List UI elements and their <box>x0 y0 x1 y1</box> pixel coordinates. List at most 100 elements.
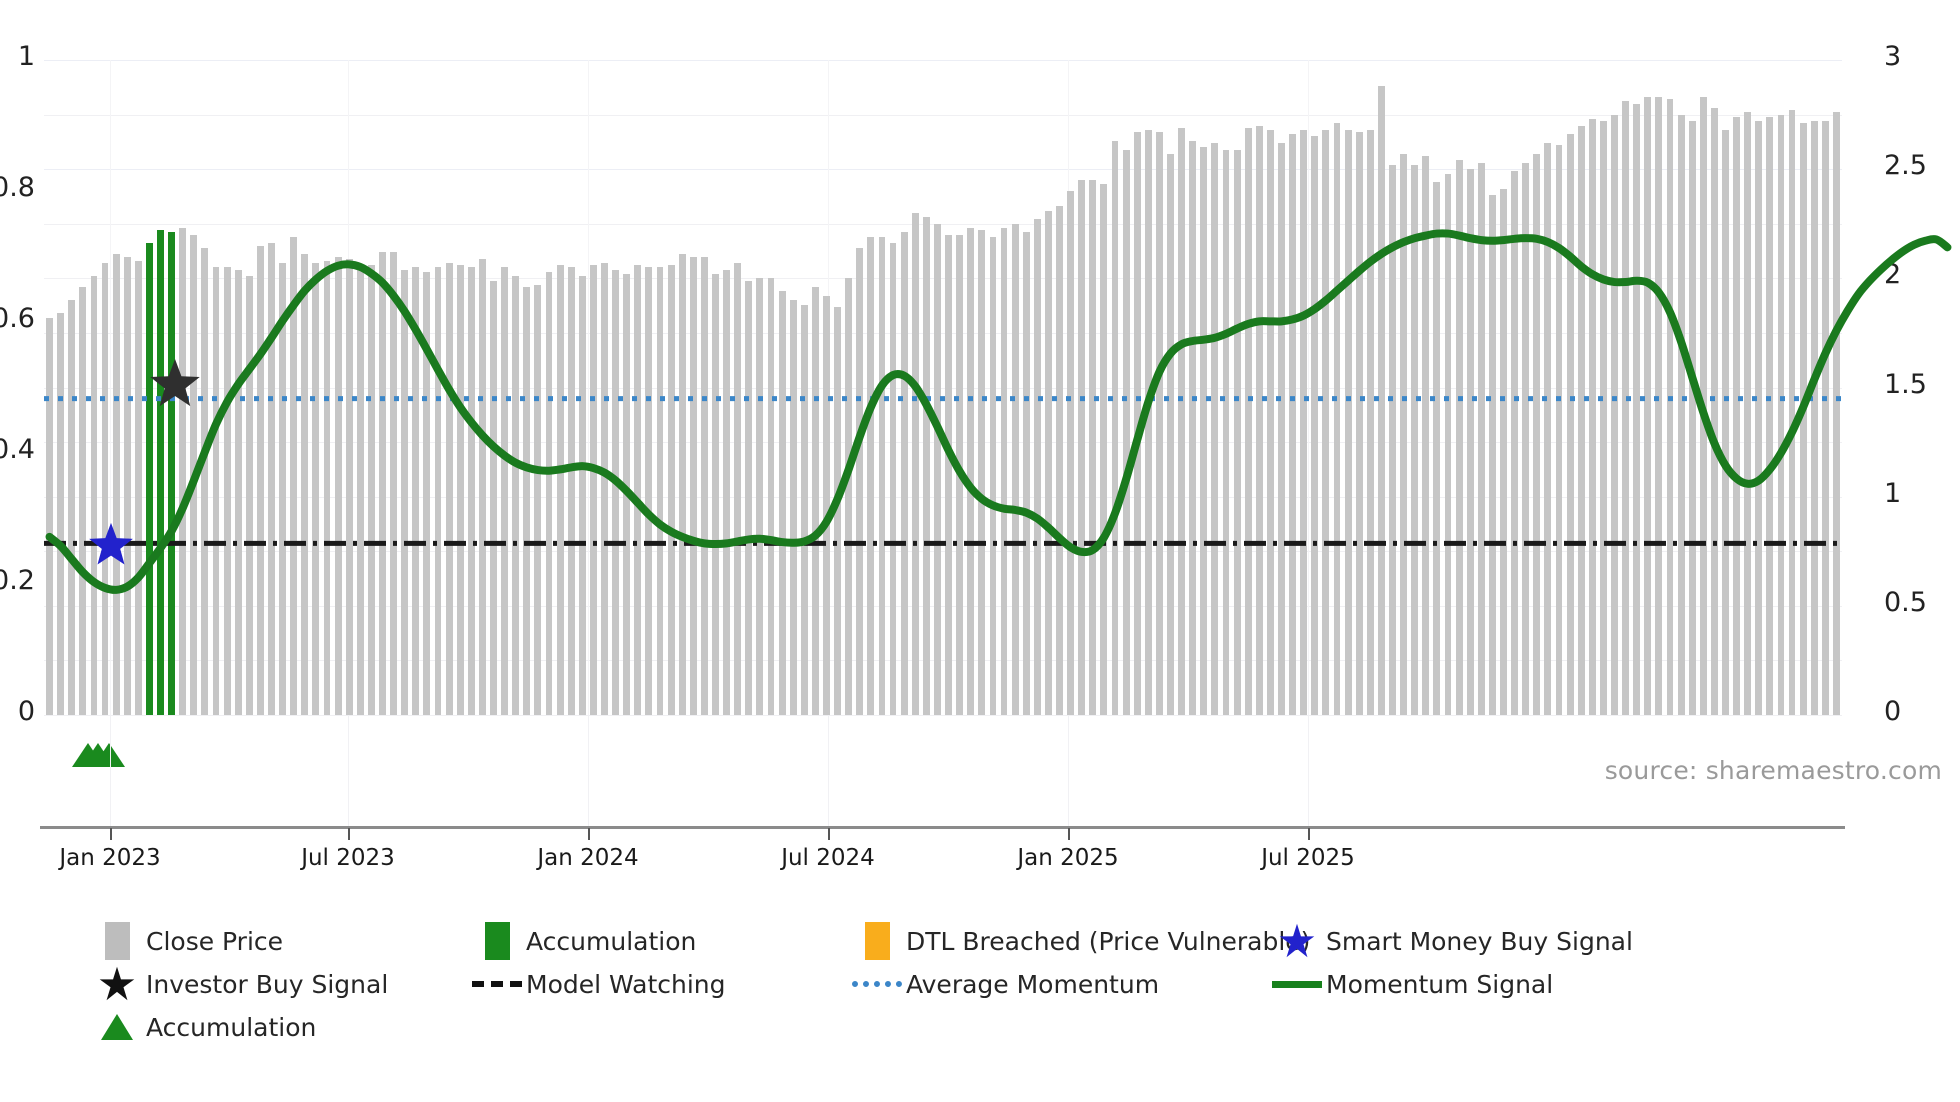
vertical-gridline-extension <box>588 715 589 826</box>
close-price-bar <box>1355 132 1363 715</box>
close-price-bar <box>1266 129 1274 715</box>
legend-item[interactable]: DTL Breached (Price Vulnerable) <box>848 922 1310 960</box>
close-price-bar <box>889 243 897 715</box>
close-price-bar <box>1167 153 1174 715</box>
close-price-bar <box>1067 191 1075 715</box>
legend-label: Model Watching <box>526 969 726 999</box>
close-price-bar <box>1311 136 1319 715</box>
close-price-bar <box>789 300 797 715</box>
investor-buy-signal-marker <box>149 358 201 414</box>
x-tick-label: Jul 2025 <box>1261 845 1355 871</box>
close-price-bar <box>700 256 708 715</box>
legend-item[interactable]: Model Watching <box>468 965 726 1003</box>
legend-label: Accumulation <box>146 1012 317 1042</box>
accumulation-bar <box>168 232 176 715</box>
x-tick-label: Jan 2025 <box>1017 845 1119 871</box>
close-price-bar <box>1833 112 1840 715</box>
x-tick-label: Jan 2024 <box>537 845 639 871</box>
close-price-bar <box>1611 114 1618 715</box>
close-price-bar <box>523 287 531 715</box>
legend-item[interactable]: Accumulation <box>88 1008 316 1046</box>
close-price-bar <box>456 265 464 715</box>
close-price-bar <box>1433 182 1441 715</box>
dtl-breached-swatch <box>864 922 890 960</box>
gridline <box>44 660 1842 662</box>
x-tick-mark <box>588 828 590 840</box>
close-price-bar <box>1289 134 1297 715</box>
close-price-bar <box>290 236 298 715</box>
close-price-bar <box>1555 145 1563 715</box>
plot-area <box>44 60 1952 716</box>
close-price-bar <box>556 265 564 715</box>
close-price-bar <box>1377 86 1385 715</box>
y-tick-left: 0.6 <box>0 303 35 334</box>
close-price-bar <box>478 258 486 715</box>
close-price-bar <box>1422 156 1430 715</box>
close-price-bar <box>978 230 986 715</box>
momentum-signal-line <box>45 229 1952 594</box>
close-price-bar <box>612 269 620 715</box>
close-price-bar <box>234 269 242 715</box>
legend-item[interactable]: Accumulation <box>468 922 696 960</box>
x-tick-label: Jul 2024 <box>781 845 875 871</box>
close-price-bar <box>1533 153 1541 715</box>
close-price-bar <box>1766 116 1774 715</box>
legend-item[interactable]: Close Price <box>88 922 283 960</box>
close-price-bar <box>1400 153 1408 715</box>
close-price-bar <box>268 243 275 715</box>
source-note: source: sharemaestro.com <box>1604 756 1942 785</box>
close-price-bar <box>1222 149 1230 715</box>
y-tick-right: 0 <box>1884 696 1902 727</box>
close-price-bar <box>112 254 120 715</box>
gridline <box>44 715 1842 716</box>
close-price-bar <box>1633 103 1641 715</box>
legend-label: Investor Buy Signal <box>146 969 389 999</box>
close-price-bar <box>1111 140 1119 715</box>
close-price-bar <box>390 252 398 715</box>
close-price-bar <box>834 306 841 715</box>
legend-item[interactable]: Smart Money Buy Signal <box>1268 922 1633 960</box>
close-price-bar <box>334 256 342 715</box>
close-price-bar <box>1522 162 1530 715</box>
close-price-bar <box>1122 149 1130 715</box>
close-price-bar <box>323 260 331 715</box>
close-price-bar <box>1577 125 1585 715</box>
close-price-bar <box>412 267 420 715</box>
close-price-bar <box>1189 140 1197 715</box>
close-price-bar <box>379 252 386 715</box>
close-price-bar <box>1233 149 1241 715</box>
close-price-bar <box>1455 160 1463 715</box>
close-price-bar <box>1810 121 1818 715</box>
close-price-bar <box>1477 162 1485 715</box>
close-price-bar <box>245 276 253 715</box>
close-price-bar <box>900 232 908 715</box>
y-tick-left: 0.4 <box>0 434 35 465</box>
line-overlays <box>44 229 1952 594</box>
close-price-bar <box>434 267 442 715</box>
close-price-bar <box>423 271 431 715</box>
close-price-bar <box>1200 147 1208 715</box>
y-tick-right: 3 <box>1884 41 1902 72</box>
close-price-bar <box>1666 99 1674 715</box>
accumulation-bar <box>145 243 153 715</box>
close-price-bar <box>1821 121 1829 715</box>
close-price-bar <box>601 263 608 715</box>
close-price-bar <box>1366 129 1374 715</box>
close-price-bar <box>1056 206 1063 715</box>
x-tick-mark <box>1308 828 1310 840</box>
legend-item[interactable]: Investor Buy Signal <box>88 965 388 1003</box>
legend-label: Close Price <box>146 926 284 956</box>
close-price-bar <box>512 276 520 715</box>
close-price-bar <box>312 263 320 715</box>
close-price-bar <box>1755 121 1763 715</box>
close-price-bar <box>1788 110 1796 715</box>
close-price-bar <box>867 236 875 715</box>
close-price-bar <box>1155 132 1163 715</box>
close-price-bar <box>1710 108 1718 715</box>
legend-label: Momentum Signal <box>1326 969 1554 999</box>
close-price-bar <box>1144 129 1152 715</box>
x-axis-line <box>40 826 1845 829</box>
legend-item[interactable]: Average Momentum <box>848 965 1159 1003</box>
close-price-bar <box>1466 169 1474 715</box>
legend-item[interactable]: Momentum Signal <box>1268 965 1553 1003</box>
